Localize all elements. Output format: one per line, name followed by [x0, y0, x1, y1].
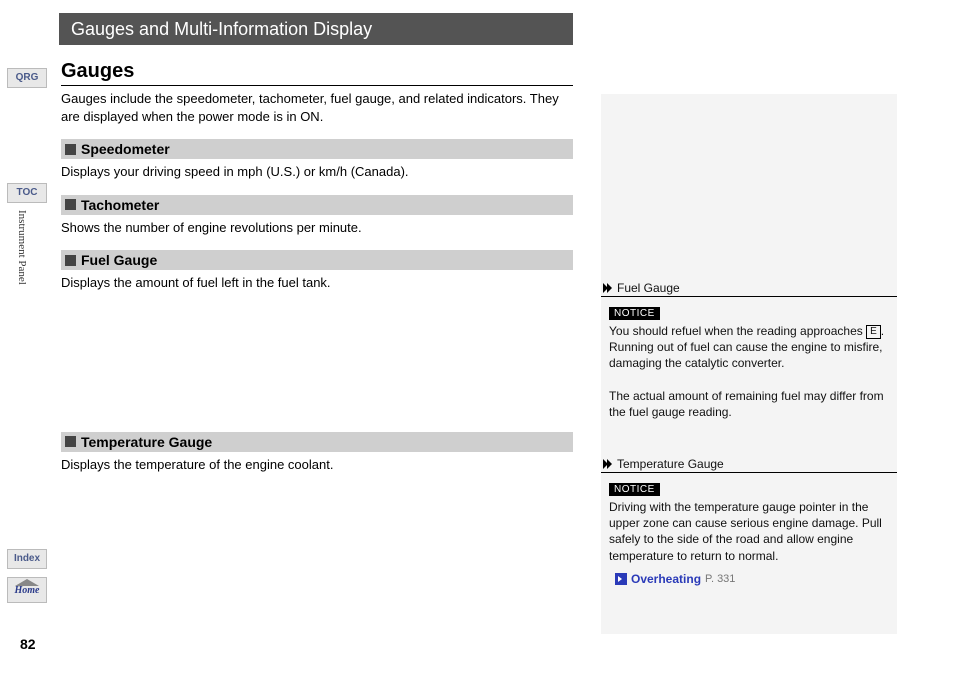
sidebar-body: You should refuel when the reading appro…: [601, 323, 897, 426]
sidebar-text: The actual amount of remaining fuel may …: [609, 389, 884, 419]
notice-badge: NOTICE: [609, 307, 660, 320]
nav-home-label: Home: [8, 586, 46, 596]
intro-text: Gauges include the speedometer, tachomet…: [61, 90, 573, 125]
sidebar-heading: Temperature Gauge: [601, 456, 897, 473]
sidebar-column: Fuel Gauge NOTICE You should refuel when…: [601, 94, 897, 634]
square-bullet-icon: [65, 199, 76, 210]
main-column: Gauges Gauges include the speedometer, t…: [61, 60, 573, 487]
sidebar-section-temperature: Temperature Gauge NOTICE Driving with th…: [601, 456, 897, 586]
chevron-icon: [603, 459, 615, 469]
square-bullet-icon: [65, 144, 76, 155]
page-title: Gauges: [61, 60, 573, 83]
notice-badge: NOTICE: [609, 483, 660, 496]
subsection-bar-speedometer: Speedometer: [61, 139, 573, 159]
cross-reference-link[interactable]: Overheating P. 331: [601, 570, 897, 586]
chevron-icon: [603, 283, 615, 293]
sidebar-body: Driving with the temperature gauge point…: [601, 499, 897, 570]
link-page-ref: P. 331: [705, 573, 735, 585]
square-bullet-icon: [65, 436, 76, 447]
sidebar-section-fuel: Fuel Gauge NOTICE You should refuel when…: [601, 280, 897, 426]
subsection-heading: Speedometer: [81, 141, 170, 157]
square-bullet-icon: [65, 255, 76, 266]
nav-toc-button[interactable]: TOC: [7, 183, 47, 203]
title-rule: [61, 85, 573, 86]
subsection-heading: Temperature Gauge: [81, 434, 212, 450]
sidebar-heading: Fuel Gauge: [601, 280, 897, 297]
sidebar-heading-text: Temperature Gauge: [617, 457, 724, 471]
link-text: Overheating: [631, 572, 701, 586]
subsection-heading: Fuel Gauge: [81, 252, 157, 268]
link-arrow-icon: [615, 573, 627, 585]
sidebar-heading-text: Fuel Gauge: [617, 281, 680, 295]
subsection-text: Shows the number of engine revolutions p…: [61, 219, 573, 237]
left-nav: QRG TOC Instrument Panel Index Home: [0, 0, 60, 674]
empty-indicator-icon: E: [866, 325, 881, 339]
subsection-text: Displays your driving speed in mph (U.S.…: [61, 163, 573, 181]
page-number: 82: [20, 636, 36, 652]
sidebar-text: You should refuel when the reading appro…: [609, 324, 866, 338]
nav-index-button[interactable]: Index: [7, 549, 47, 569]
subsection-bar-tachometer: Tachometer: [61, 195, 573, 215]
subsection-bar-fuel-gauge: Fuel Gauge: [61, 250, 573, 270]
nav-home-button[interactable]: Home: [7, 577, 47, 603]
sidebar-text: Driving with the temperature gauge point…: [609, 500, 882, 563]
subsection-bar-temperature-gauge: Temperature Gauge: [61, 432, 573, 452]
section-vertical-label: Instrument Panel: [16, 210, 28, 310]
subsection-heading: Tachometer: [81, 197, 159, 213]
page-header-bar: Gauges and Multi-Information Display: [59, 13, 573, 45]
nav-qrg-button[interactable]: QRG: [7, 68, 47, 88]
subsection-text: Displays the amount of fuel left in the …: [61, 274, 573, 292]
subsection-text: Displays the temperature of the engine c…: [61, 456, 573, 474]
